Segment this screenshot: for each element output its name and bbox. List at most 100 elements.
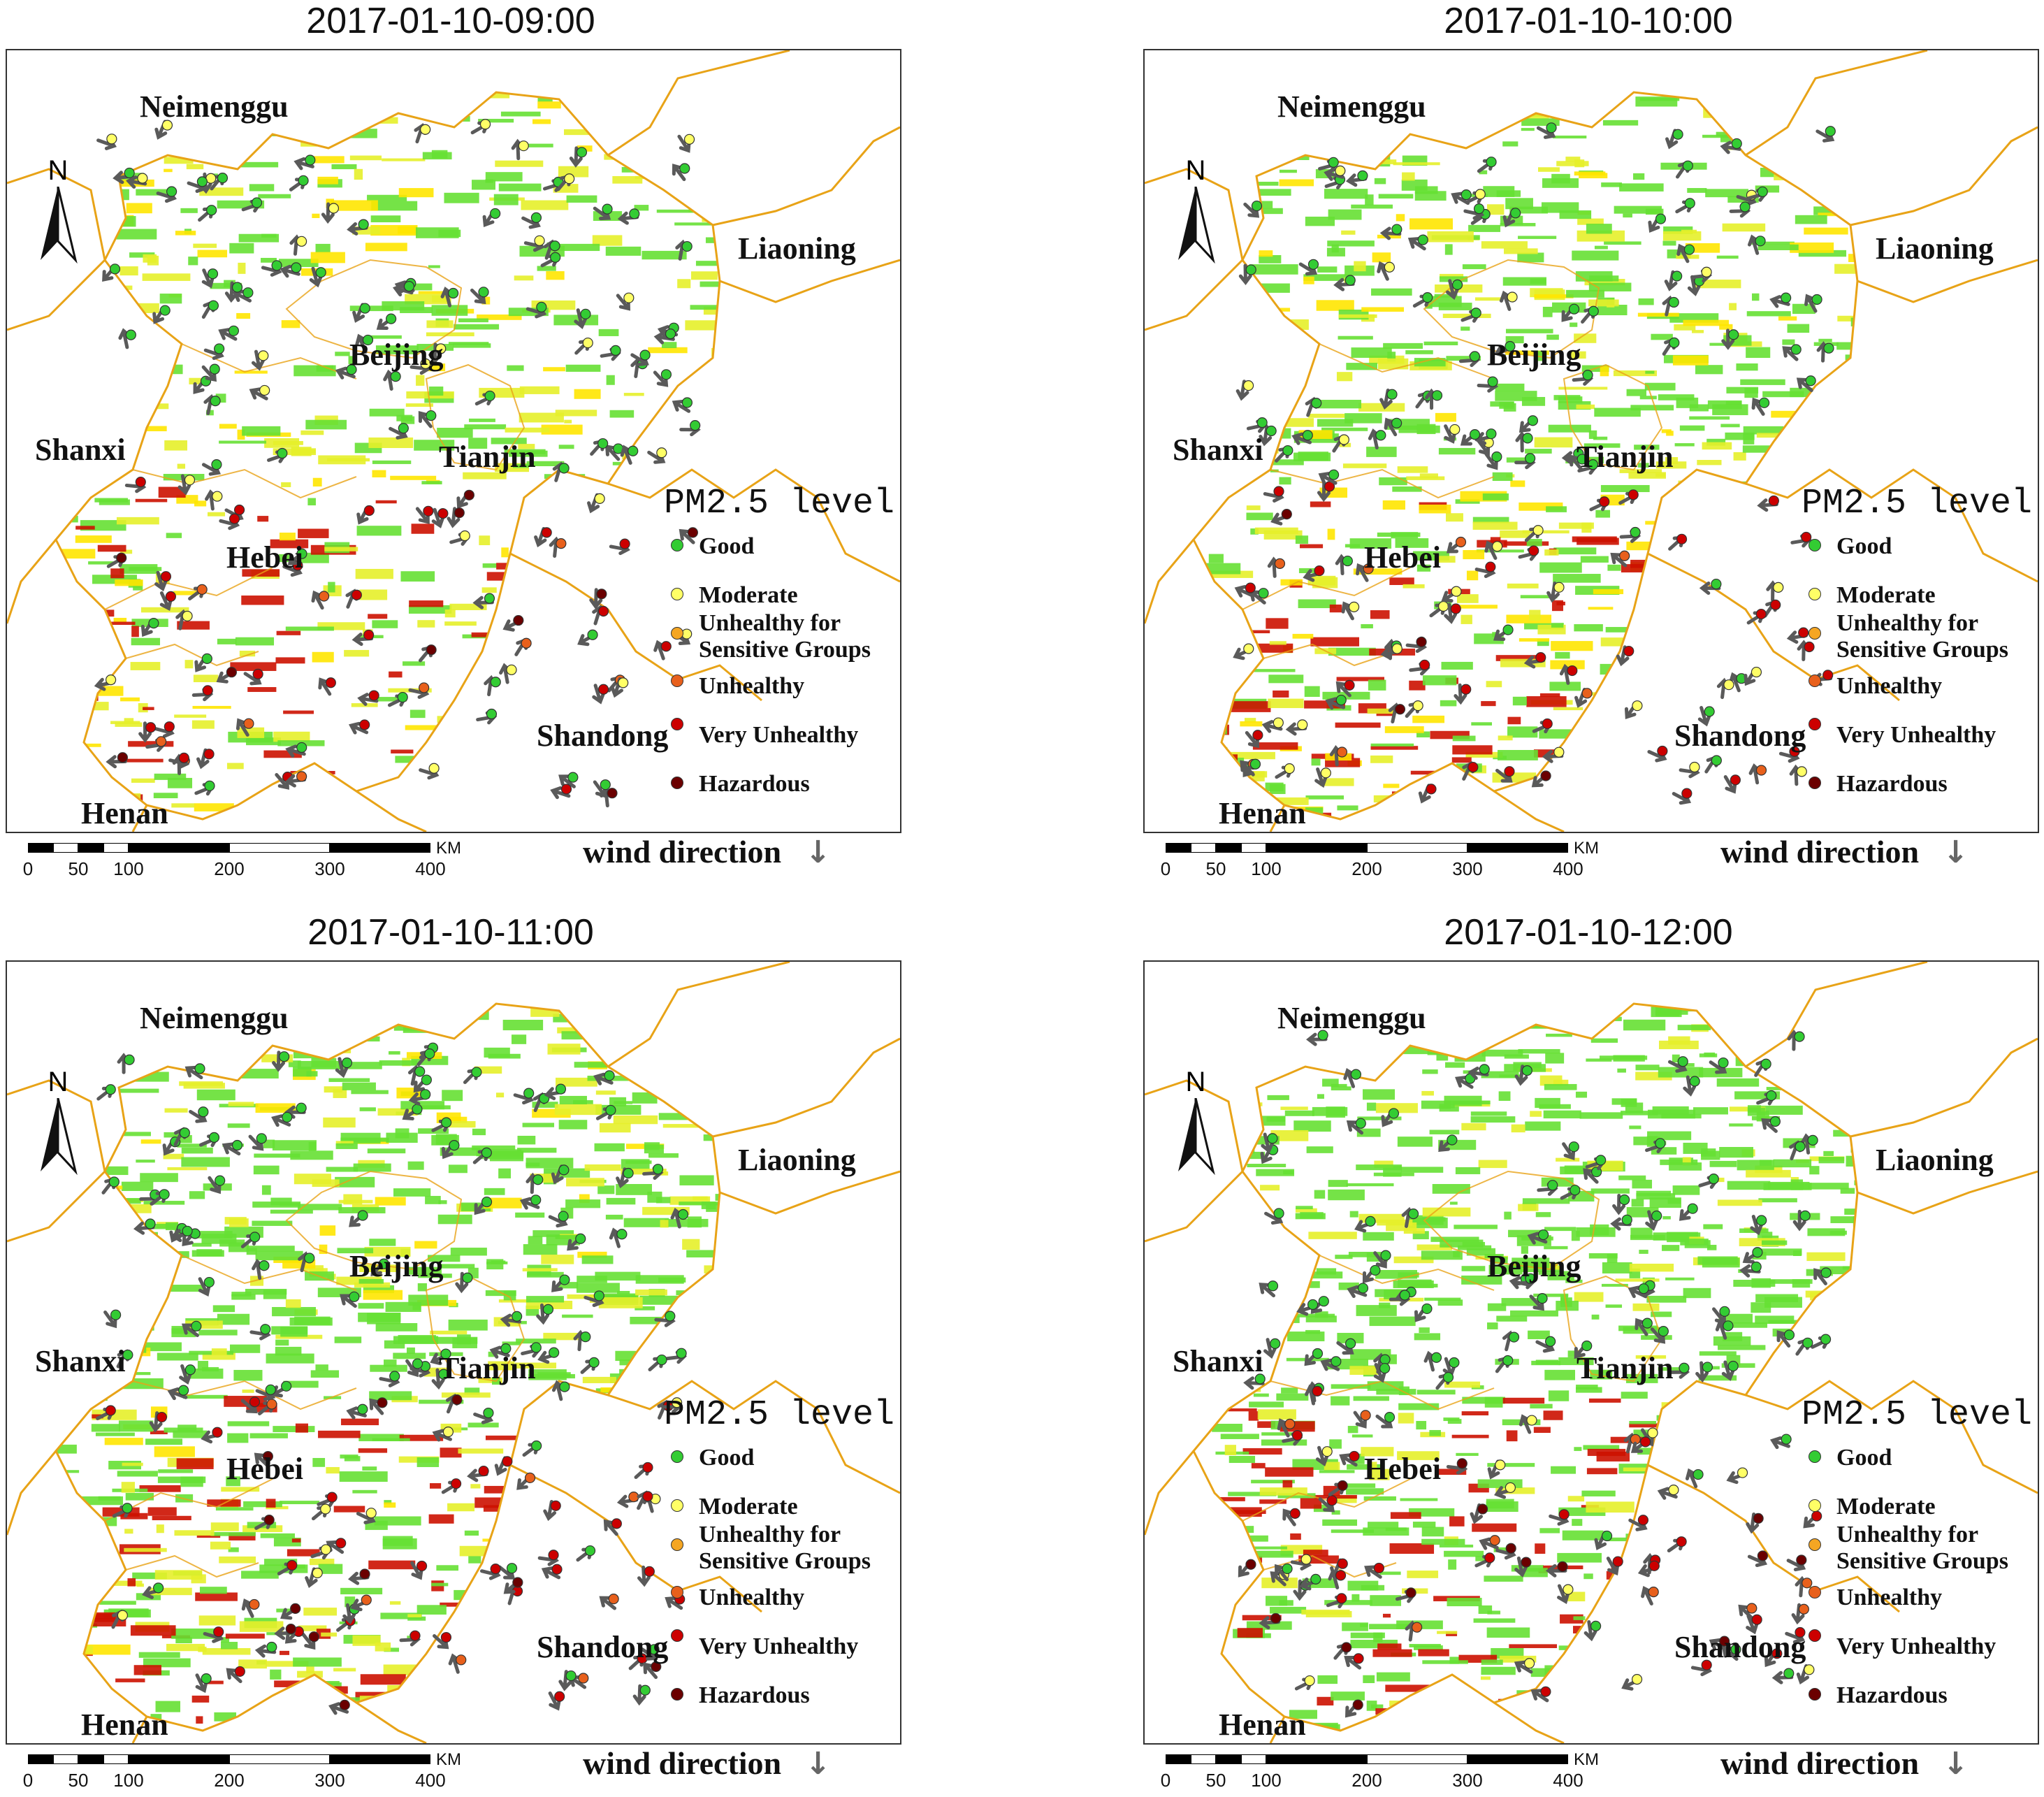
map-canvas xyxy=(1145,962,2038,1743)
wind-direction-legend: wind direction ↓ xyxy=(1720,1745,1969,1782)
region-label-beijing: Beijing xyxy=(1487,1249,1581,1283)
pm25-legend: PM2.5 level Good Moderate Unhealthy for … xyxy=(664,1395,900,1731)
legend-dot-unhealthy xyxy=(671,674,683,687)
map-frame: Neimenggu Liaoning Beijing Shanxi Tianji… xyxy=(1143,49,2039,833)
legend-item-unhealthy: Unhealthy xyxy=(1802,673,2038,700)
region-label-henan: Henan xyxy=(81,796,168,830)
legend-dot-hazardous xyxy=(1809,777,1821,789)
legend-dot-hazardous xyxy=(671,1688,683,1701)
legend-dot-good xyxy=(1809,1450,1821,1463)
legend-item-hazardous: Hazardous xyxy=(1802,1682,2038,1709)
legend-dot-moderate xyxy=(671,588,683,600)
region-label-shandong: Shandong xyxy=(537,719,669,753)
legend-dot-very-unhealthy xyxy=(1809,1629,1821,1642)
legend-dot-usg xyxy=(671,1538,683,1551)
scale-bar: 0 50 100 200 300 400 KM xyxy=(23,1750,475,1796)
legend-item-moderate: Moderate xyxy=(664,582,900,609)
wind-direction-legend: wind direction ↓ xyxy=(1720,833,1969,870)
scale-unit: KM xyxy=(1574,1750,1599,1769)
legend-item-usg: Unhealthy for Sensitive Groups xyxy=(1802,610,2038,663)
north-arrow: N xyxy=(34,155,82,267)
map-panel-3: 2017-01-10-11:00 Neimenggu Liaoning Beij… xyxy=(0,911,992,1792)
down-arrow-icon: ↓ xyxy=(805,835,832,870)
legend-dot-good xyxy=(1809,539,1821,551)
region-label-hebei: Hebei xyxy=(226,1452,303,1486)
wind-direction-label: wind direction xyxy=(1720,834,1920,869)
wind-direction-legend: wind direction ↓ xyxy=(583,833,831,870)
region-label-liaoning: Liaoning xyxy=(1876,231,1994,266)
region-label-tianjin: Tianjin xyxy=(439,440,536,474)
scale-tick: 400 xyxy=(1553,858,1583,879)
north-arrow-icon xyxy=(41,186,78,264)
panel-title: 2017-01-10-12:00 xyxy=(1444,912,1733,953)
map-canvas xyxy=(1145,50,2038,832)
scale-unit: KM xyxy=(436,839,461,858)
north-label: N xyxy=(48,155,68,186)
scale-bar: 0 50 100 200 300 400 KM xyxy=(1161,839,1613,885)
region-label-hebei: Hebei xyxy=(1364,1452,1441,1486)
scale-tick: 400 xyxy=(415,1770,446,1791)
legend-item-unhealthy: Unhealthy xyxy=(664,673,900,700)
legend-dot-very-unhealthy xyxy=(671,718,683,730)
scale-tick: 0 xyxy=(1160,1770,1171,1791)
scale-tick: 0 xyxy=(22,858,34,879)
region-label-henan: Henan xyxy=(1219,796,1306,830)
map-frame: Neimenggu Liaoning Beijing Shanxi Tianji… xyxy=(6,49,901,833)
legend-item-usg: Unhealthy for Sensitive Groups xyxy=(1802,1522,2038,1575)
region-label-henan: Henan xyxy=(81,1708,168,1742)
legend-title: PM2.5 level xyxy=(1802,484,2033,524)
legend-dot-moderate xyxy=(1809,588,1821,600)
region-label-tianjin: Tianjin xyxy=(1577,440,1674,474)
north-arrow-icon xyxy=(41,1097,78,1176)
north-label: N xyxy=(1185,155,1206,186)
scale-bar: 0 50 100 200 300 400 KM xyxy=(1161,1750,1613,1796)
map-panel-2: 2017-01-10-10:00 Neimenggu Liaoning Beij… xyxy=(1138,0,2044,881)
scale-tick: 100 xyxy=(1251,1770,1282,1791)
region-label-liaoning: Liaoning xyxy=(738,231,856,266)
down-arrow-icon: ↓ xyxy=(1943,835,1969,870)
scale-tick: 200 xyxy=(1351,858,1382,879)
legend-title: PM2.5 level xyxy=(1802,1395,2033,1435)
scale-tick: 50 xyxy=(68,1770,89,1791)
down-arrow-icon: ↓ xyxy=(805,1746,832,1782)
scale-tick: 50 xyxy=(68,858,89,879)
legend-item-very-unhealthy: Very Unhealthy xyxy=(664,718,900,749)
legend-title: PM2.5 level xyxy=(664,484,895,524)
scale-tick: 0 xyxy=(1160,858,1171,879)
legend-dot-usg xyxy=(671,627,683,640)
legend-item-very-unhealthy: Very Unhealthy xyxy=(664,1629,900,1660)
scale-tick: 100 xyxy=(113,858,144,879)
region-label-beijing: Beijing xyxy=(1487,338,1581,372)
region-label-hebei: Hebei xyxy=(1364,540,1441,575)
map-frame: Neimenggu Liaoning Beijing Shanxi Tianji… xyxy=(1143,960,2039,1745)
legend-item-unhealthy: Unhealthy xyxy=(664,1585,900,1611)
legend-dot-usg xyxy=(1809,1538,1821,1551)
legend-item-moderate: Moderate xyxy=(664,1494,900,1520)
legend-dot-hazardous xyxy=(671,777,683,789)
legend-dot-unhealthy xyxy=(671,1586,683,1598)
region-label-neimenggu: Neimenggu xyxy=(1277,89,1426,124)
north-label: N xyxy=(48,1067,68,1097)
legend-dot-moderate xyxy=(671,1499,683,1512)
legend-item-unhealthy: Unhealthy xyxy=(1802,1585,2038,1611)
region-label-beijing: Beijing xyxy=(349,338,444,372)
legend-dot-usg xyxy=(1809,627,1821,640)
legend-item-hazardous: Hazardous xyxy=(664,1682,900,1709)
region-label-shanxi: Shanxi xyxy=(35,433,126,467)
legend-item-very-unhealthy: Very Unhealthy xyxy=(1802,718,2038,749)
legend-dot-very-unhealthy xyxy=(671,1629,683,1642)
region-label-shandong: Shandong xyxy=(537,1630,669,1664)
scale-tick: 200 xyxy=(1351,1770,1382,1791)
map-frame: Neimenggu Liaoning Beijing Shanxi Tianji… xyxy=(6,960,901,1745)
north-arrow-icon xyxy=(1178,186,1215,264)
panel-title: 2017-01-10-11:00 xyxy=(307,912,594,953)
scale-tick: 100 xyxy=(113,1770,144,1791)
legend-item-good: Good xyxy=(664,1445,900,1471)
legend-item-good: Good xyxy=(664,533,900,560)
scale-tick: 50 xyxy=(1205,858,1226,879)
legend-dot-unhealthy xyxy=(1809,674,1821,687)
pm25-legend: PM2.5 level Good Moderate Unhealthy for … xyxy=(664,484,900,820)
wind-direction-label: wind direction xyxy=(583,834,782,869)
legend-item-good: Good xyxy=(1802,1445,2038,1471)
wind-direction-legend: wind direction ↓ xyxy=(583,1745,831,1782)
